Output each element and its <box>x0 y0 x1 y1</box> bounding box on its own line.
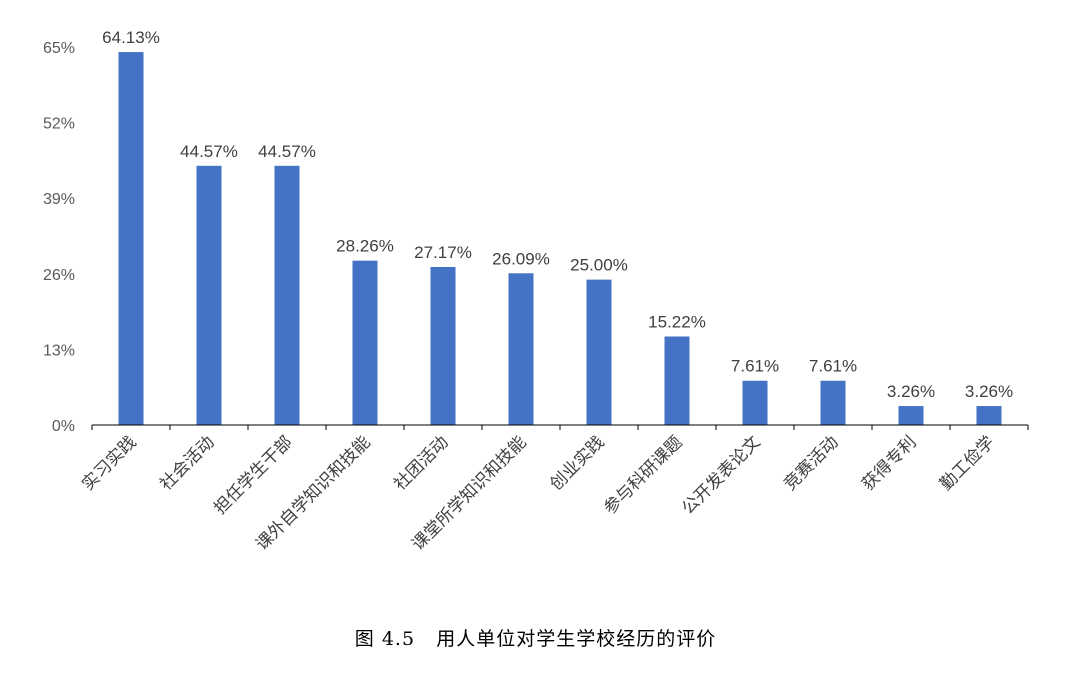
bar <box>430 267 456 425</box>
y-tick-label: 26% <box>43 267 75 284</box>
figure-caption-text: 用人单位对学生学校经历的评价 <box>436 628 717 650</box>
data-label: 64.13% <box>102 28 160 47</box>
y-axis-tick-labels: 0% 13% 26% 39% 52% 65% <box>43 40 75 435</box>
bar <box>742 380 768 425</box>
category-label: 社团活动 <box>390 432 452 494</box>
category-label: 公开发表论文 <box>678 432 764 518</box>
y-tick-label: 13% <box>43 342 75 359</box>
category-label: 实习实践 <box>78 432 140 494</box>
figure-number: 图 4.5 <box>354 628 416 650</box>
data-label: 27.17% <box>414 243 472 262</box>
category-label: 竞赛活动 <box>780 432 843 495</box>
data-label: 28.26% <box>336 237 394 256</box>
category-label: 勤工俭学 <box>936 432 998 494</box>
category-label: 参与科研课题 <box>600 432 686 518</box>
bar <box>352 260 378 425</box>
bar <box>586 279 612 425</box>
y-tick-label: 52% <box>43 116 75 133</box>
bar-chart: 0% 13% 26% 39% 52% 65% 64.13% 44.57% 44.57% 28.2… <box>43 28 1029 555</box>
bars <box>118 52 1002 426</box>
category-label: 担任学生干部 <box>210 432 296 518</box>
data-label: 44.57% <box>180 142 238 161</box>
bar <box>664 336 690 425</box>
bar <box>976 406 1002 425</box>
bar <box>820 380 846 425</box>
data-label: 25.00% <box>570 256 628 275</box>
data-label: 3.26% <box>965 382 1013 401</box>
data-label: 7.61% <box>731 357 779 376</box>
x-axis-ticks <box>91 425 1029 430</box>
data-label: 44.57% <box>258 142 316 161</box>
category-label: 社会活动 <box>156 432 218 494</box>
bar <box>898 406 924 425</box>
category-label: 创业实践 <box>546 432 608 494</box>
bar <box>508 273 534 425</box>
data-label: 15.22% <box>648 312 706 331</box>
y-tick-label: 39% <box>43 191 75 208</box>
y-tick-label: 65% <box>43 40 75 57</box>
figure-caption: 图 4.5 用人单位对学生学校经历的评价 <box>0 624 1071 651</box>
data-label: 3.26% <box>887 382 935 401</box>
bar <box>118 52 144 426</box>
bar <box>274 165 300 425</box>
data-label: 7.61% <box>809 357 857 376</box>
y-tick-label: 0% <box>52 418 75 435</box>
data-label: 26.09% <box>492 249 550 268</box>
data-labels: 64.13% 44.57% 44.57% 28.26% 27.17% 26.09% 25.0… <box>102 28 1013 401</box>
bar <box>196 165 222 425</box>
category-label: 获得专利 <box>858 432 920 494</box>
